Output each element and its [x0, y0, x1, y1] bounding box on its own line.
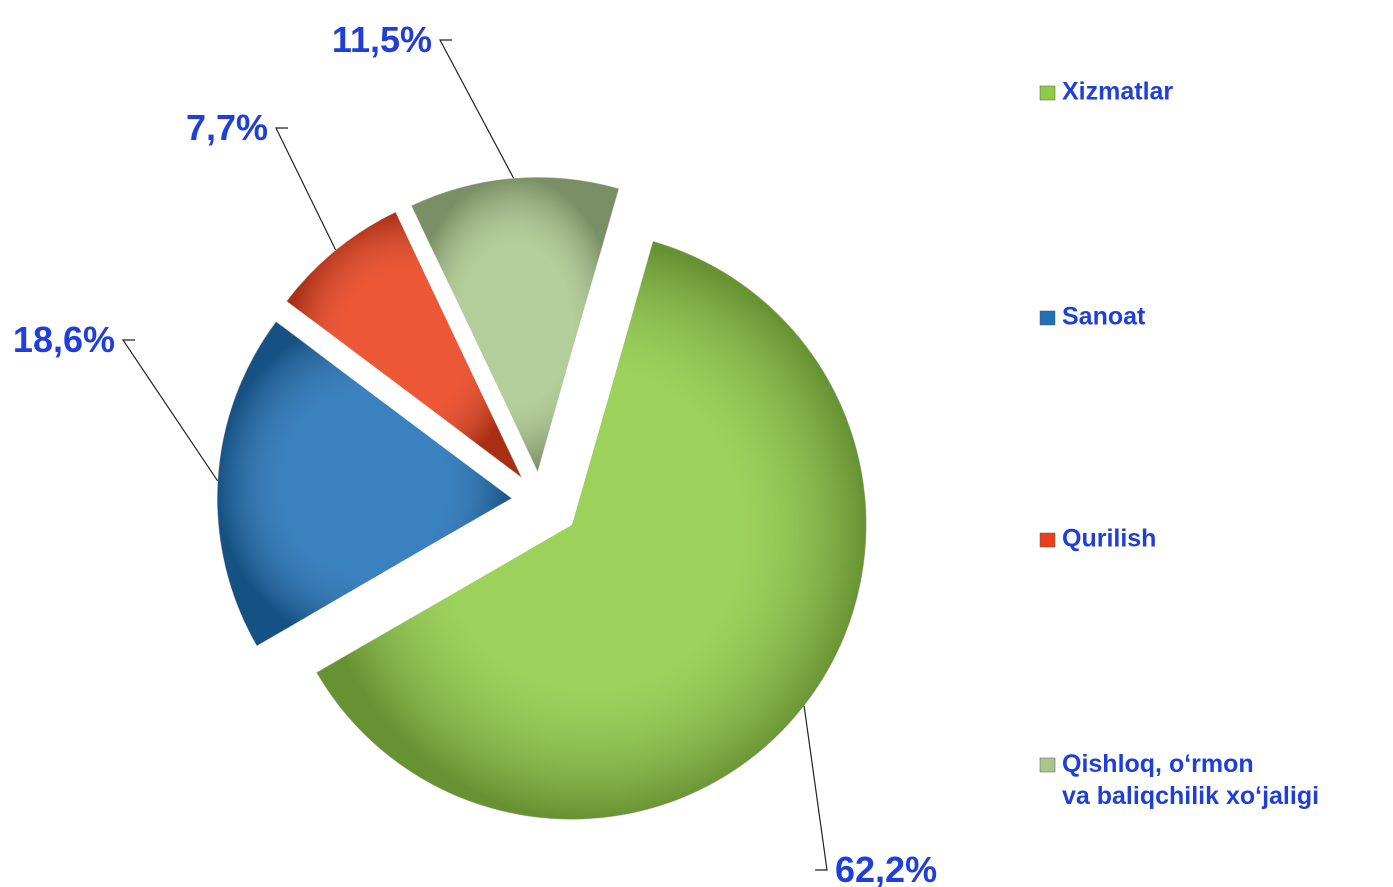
legend-label: Qurilish — [1062, 525, 1156, 553]
legend-swatch — [1039, 310, 1056, 326]
value-label: 11,5% — [332, 19, 432, 60]
leader-line — [275, 127, 337, 251]
legend-swatch — [1039, 532, 1056, 548]
leader-line — [439, 39, 515, 179]
leader-line — [121, 339, 219, 482]
legend-swatch — [1039, 757, 1056, 773]
value-labels: 62,2% 18,6% 7,7% 11,5% — [13, 19, 937, 887]
legend-line: Qishloq, o‘rmon — [1062, 750, 1254, 778]
legend-label: Xizmatlar — [1062, 78, 1173, 106]
leader-line — [803, 705, 828, 871]
value-label: 62,2% — [835, 849, 937, 887]
legend: Xizmatlar Sanoat Qurilish Qishloq, o‘rmon va… — [1039, 78, 1319, 810]
value-label: 7,7% — [186, 107, 268, 148]
value-label: 18,6% — [13, 319, 115, 360]
pie — [216, 176, 868, 821]
legend-label: Qishloq, o‘rmon va baliqchilik xo‘jaligi — [1062, 750, 1319, 810]
legend-swatch — [1039, 85, 1056, 101]
legend-line: va baliqchilik xo‘jaligi — [1062, 782, 1319, 810]
legend-label: Sanoat — [1062, 303, 1146, 331]
